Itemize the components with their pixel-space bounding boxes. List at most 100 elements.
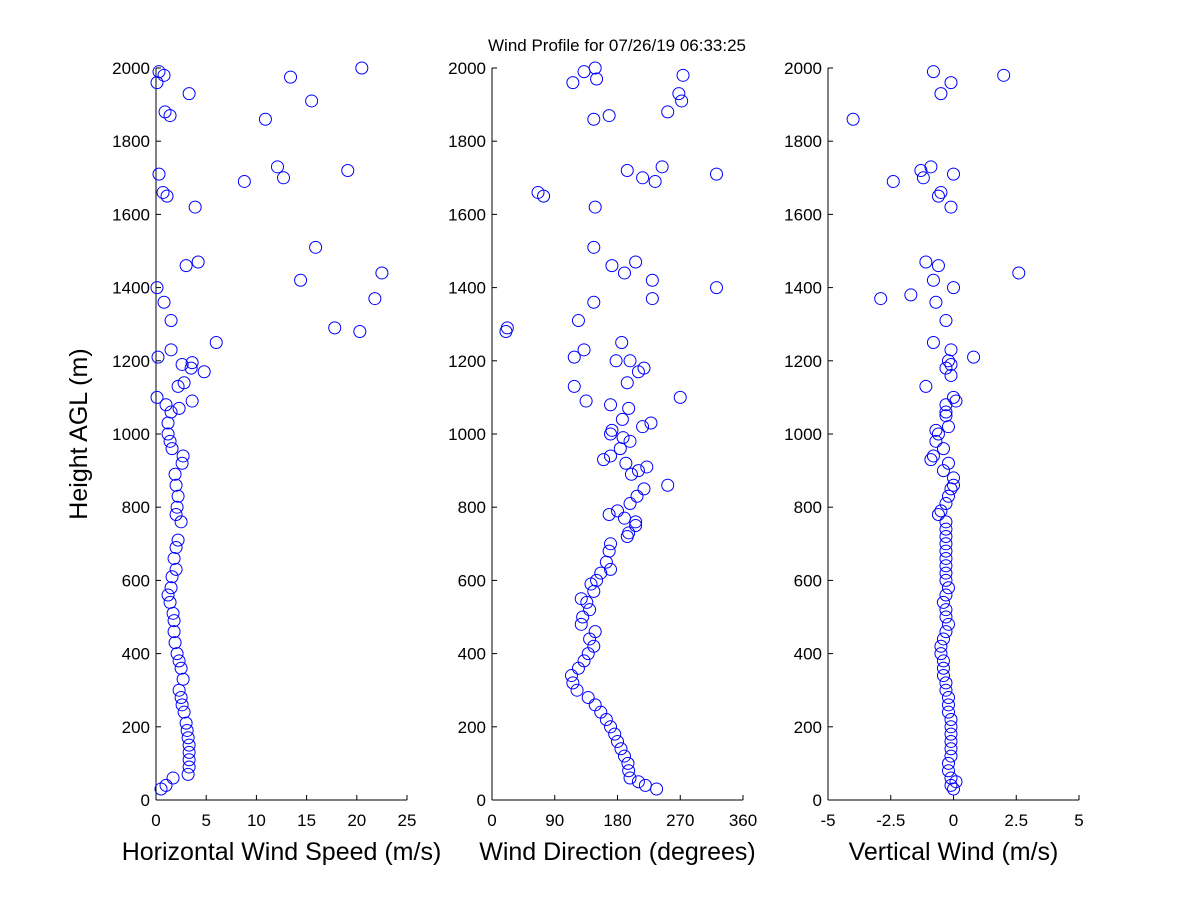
data-point [590, 573, 604, 587]
data-point [172, 654, 186, 668]
data-point [174, 691, 188, 705]
data-point [936, 442, 950, 456]
data-point [169, 540, 183, 554]
data-point [188, 200, 202, 214]
data-point [197, 365, 211, 379]
x-tick-label: 20 [347, 811, 366, 830]
data-point [594, 566, 608, 580]
data-point [170, 647, 184, 661]
data-point [164, 581, 178, 595]
data-point [179, 716, 193, 730]
data-point [676, 68, 690, 82]
data-point [629, 519, 643, 532]
data-point [566, 76, 580, 90]
data-point [675, 94, 689, 108]
y-tick-label: 2000 [448, 59, 486, 78]
data-point [174, 661, 188, 675]
data-point [570, 683, 584, 697]
data-point [934, 504, 948, 518]
data-point [944, 368, 958, 382]
data-point [673, 390, 687, 404]
y-tick-label: 400 [458, 645, 486, 664]
data-point [179, 259, 193, 273]
x-axis-label: Vertical Wind (m/s) [849, 838, 1059, 866]
data-point [567, 350, 581, 364]
data-point [182, 87, 196, 101]
data-point [939, 573, 953, 587]
data-point [328, 321, 342, 335]
panel-vertical: 0 200 400 600 800 1000 1200 1400 1600 1800 2000 -5 -… [784, 59, 1084, 866]
data-point [294, 273, 308, 287]
data-point [604, 449, 618, 463]
data-point [182, 760, 196, 774]
data-point [710, 281, 724, 295]
data-point [924, 453, 938, 467]
data-point [617, 749, 631, 763]
data-point [172, 401, 186, 415]
data-point [936, 632, 950, 646]
data-point [620, 163, 634, 177]
data-point [622, 764, 636, 778]
y-tick-label: 200 [122, 718, 150, 737]
data-point [939, 314, 953, 328]
data-point [604, 720, 618, 734]
data-point [168, 467, 182, 481]
data-point [167, 625, 181, 639]
x-tick-label: 15 [297, 811, 316, 830]
data-point [941, 705, 955, 719]
data-point [500, 321, 514, 335]
data-point [846, 112, 860, 126]
data-point [931, 508, 945, 522]
direction-points [499, 61, 724, 796]
data-point [939, 683, 953, 697]
data-point [574, 617, 588, 631]
data-point [164, 405, 178, 419]
data-point [587, 295, 601, 309]
data-point [936, 654, 950, 668]
data-point [944, 771, 958, 785]
data-point [152, 65, 166, 79]
data-point [588, 61, 602, 75]
data-point [622, 401, 636, 415]
data-point [531, 185, 545, 199]
data-point [939, 625, 953, 639]
data-point [258, 112, 272, 126]
data-point [941, 456, 955, 470]
y-tick-label: 1000 [784, 425, 822, 444]
data-point [163, 595, 177, 609]
data-point [174, 515, 188, 529]
data-point [579, 394, 593, 408]
data-point [874, 292, 888, 306]
data-point [588, 200, 602, 214]
data-point [939, 405, 953, 419]
data-point [185, 356, 199, 370]
data-point [614, 742, 628, 756]
data-point [611, 504, 624, 518]
data-point [941, 698, 955, 712]
x-tick-label: 5 [1074, 811, 1083, 830]
data-point [574, 592, 588, 606]
y-tick-label: 400 [794, 645, 822, 664]
y-tick-label: 600 [794, 571, 822, 590]
data-point [997, 68, 1011, 82]
data-point [605, 423, 619, 437]
data-point [590, 72, 604, 86]
data-point [934, 87, 948, 101]
y-tick-label: 1800 [448, 132, 486, 151]
data-point [939, 522, 953, 536]
data-point [931, 427, 945, 441]
data-point [944, 734, 958, 748]
data-point [914, 163, 928, 177]
y-tick-label: 1000 [448, 425, 486, 444]
y-tick-label: 1800 [784, 132, 822, 151]
x-tick-label: 270 [666, 811, 694, 830]
data-point [157, 295, 171, 309]
data-point [936, 661, 950, 675]
y-tick-label: 200 [794, 718, 822, 737]
data-point [944, 200, 958, 214]
data-point [623, 354, 637, 368]
data-point [936, 464, 950, 478]
data-point [587, 112, 601, 126]
